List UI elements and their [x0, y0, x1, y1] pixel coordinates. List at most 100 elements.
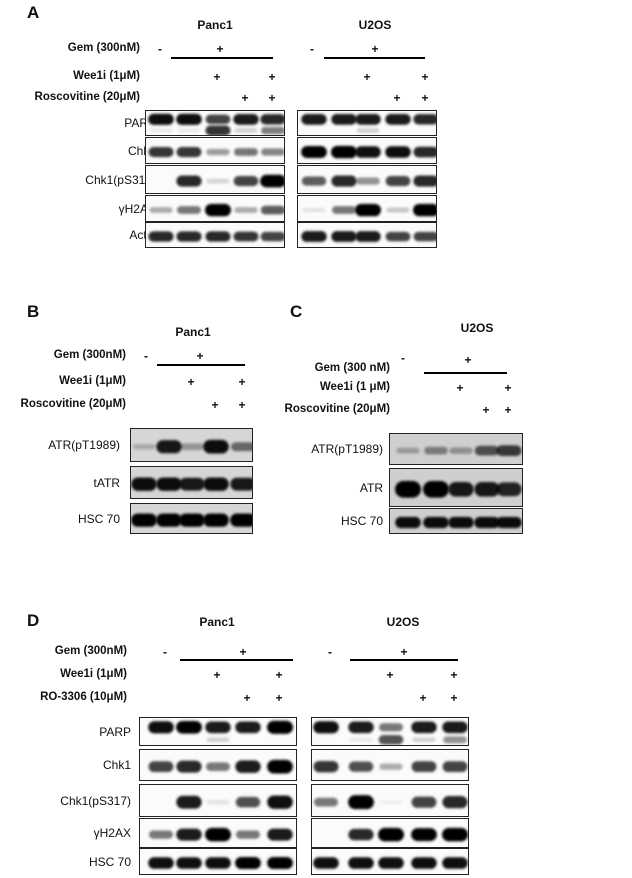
- cell-line-title: U2OS: [386, 615, 420, 629]
- protein-band: [413, 114, 436, 125]
- sign-plus: +: [386, 668, 394, 682]
- treatment-label: Wee1i (1 μM): [319, 381, 390, 393]
- protein-band: [496, 445, 522, 457]
- blot-strip: [139, 848, 297, 875]
- protein-band: [449, 447, 473, 454]
- protein-band: [302, 208, 326, 213]
- protein-band: [132, 443, 156, 450]
- protein-band: [442, 827, 468, 842]
- protein-band: [231, 442, 252, 452]
- cell-line-title: U2OS: [460, 321, 494, 335]
- protein-band: [348, 828, 374, 841]
- treatment-bracket-line: [324, 57, 425, 59]
- treatment-label: Roscovitine (20μM): [34, 91, 140, 103]
- treatment-label: Roscovitine (20μM): [284, 403, 390, 415]
- protein-band: [148, 721, 174, 734]
- protein-band: [205, 203, 231, 217]
- panel-letter: A: [27, 3, 40, 22]
- protein-band: [176, 857, 202, 869]
- protein-band: [314, 797, 338, 807]
- protein-band: [234, 207, 258, 213]
- protein-band: [413, 146, 436, 158]
- protein-band: [411, 828, 437, 842]
- protein-band: [260, 205, 284, 215]
- blot-strip: [139, 818, 297, 848]
- blot-label: ATR(pT1989): [311, 442, 383, 456]
- blot-strip: [311, 818, 469, 848]
- cell-line-title: U2OS: [358, 18, 392, 32]
- blot-strip: [130, 466, 253, 499]
- protein-band: [411, 796, 437, 808]
- protein-band: [423, 480, 449, 498]
- blot-label: HSC 70: [340, 514, 383, 528]
- protein-band: [205, 231, 231, 242]
- protein-band: [180, 443, 204, 450]
- protein-band: [424, 446, 448, 455]
- treatment-label: Roscovitine (20μM): [20, 398, 126, 410]
- cleaved-band: [205, 125, 231, 135]
- protein-band: [474, 445, 500, 456]
- protein-band: [206, 148, 230, 156]
- sign-plus: +: [464, 353, 472, 367]
- protein-band: [179, 513, 205, 527]
- protein-band: [179, 477, 205, 491]
- sign-plus: +: [482, 403, 490, 417]
- cleaved-band: [356, 128, 380, 133]
- protein-band: [442, 857, 468, 869]
- protein-band: [313, 721, 339, 734]
- protein-band: [176, 146, 202, 158]
- blot-strip: [311, 784, 469, 817]
- sign-plus: +: [371, 42, 379, 56]
- sign-minus: -: [163, 645, 167, 659]
- blot-strip: [145, 110, 285, 136]
- cleaved-band: [349, 737, 373, 742]
- sign-plus: +: [239, 645, 247, 659]
- treatment-bracket-line: [180, 659, 293, 661]
- treatment-label: Gem (300nM): [54, 645, 127, 657]
- protein-band: [267, 759, 293, 774]
- sign-plus: +: [196, 349, 204, 363]
- protein-band: [301, 231, 327, 242]
- protein-band: [260, 114, 284, 125]
- sign-plus: +: [187, 375, 195, 389]
- sign-plus: +: [421, 91, 429, 105]
- blot-strip: [139, 749, 297, 781]
- sign-plus: +: [213, 70, 221, 84]
- sign-plus: +: [275, 668, 283, 682]
- blot-label: γH2AX: [93, 826, 131, 840]
- protein-band: [396, 447, 420, 454]
- protein-band: [411, 857, 437, 869]
- sign-plus: +: [268, 91, 276, 105]
- protein-band: [355, 203, 381, 217]
- sign-plus: +: [400, 645, 408, 659]
- protein-band: [331, 145, 357, 159]
- protein-band: [176, 113, 202, 125]
- protein-band: [205, 721, 231, 734]
- sign-plus: +: [275, 691, 283, 705]
- blot-label: tATR: [93, 475, 120, 490]
- protein-band: [176, 231, 202, 242]
- protein-band: [442, 761, 468, 773]
- protein-band: [331, 113, 357, 125]
- cleaved-band: [177, 128, 201, 133]
- protein-band: [233, 176, 259, 187]
- protein-band: [235, 857, 261, 870]
- protein-band: [148, 231, 174, 242]
- protein-band: [131, 477, 157, 491]
- protein-band: [203, 477, 229, 491]
- sign-plus: +: [241, 91, 249, 105]
- blot-label: PARP: [99, 724, 131, 739]
- blot-strip: [389, 508, 523, 534]
- protein-band: [267, 857, 293, 870]
- protein-band: [378, 857, 404, 869]
- cleaved-band: [378, 735, 404, 745]
- protein-band: [355, 231, 381, 242]
- protein-band: [177, 206, 201, 214]
- protein-band: [156, 477, 182, 491]
- sign-plus: +: [216, 42, 224, 56]
- blot-strip: [297, 195, 437, 222]
- protein-band: [395, 480, 421, 498]
- protein-band: [379, 723, 403, 732]
- blot-strip: [130, 503, 253, 534]
- sign-plus: +: [421, 70, 429, 84]
